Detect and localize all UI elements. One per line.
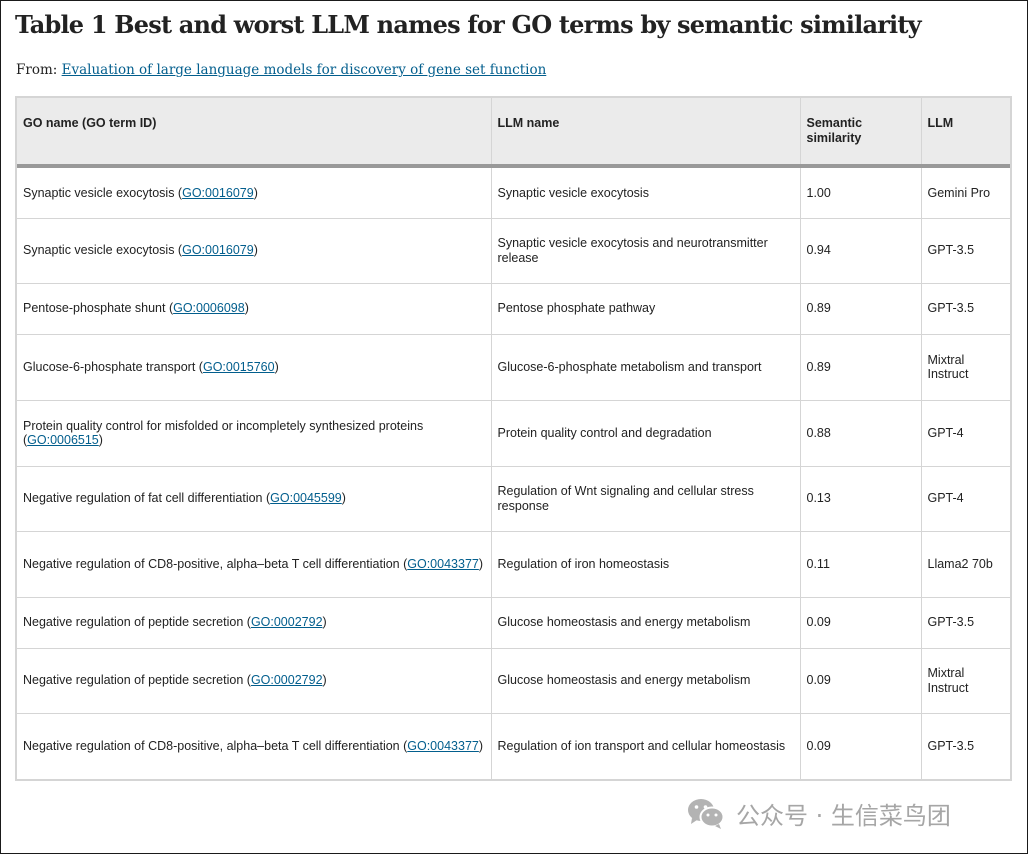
cell-llm-name: Glucose homeostasis and energy metabolis… — [491, 648, 801, 714]
go-term-link[interactable]: GO:0006515 — [27, 433, 99, 447]
go-term-link[interactable]: GO:0015760 — [202, 359, 275, 374]
cell-semantic-similarity: 0.88 — [800, 400, 922, 467]
header-llm: LLM — [921, 98, 1010, 168]
cell-llm-name: Synaptic vesicle exocytosis and neurotra… — [491, 218, 801, 284]
cell-llm: GPT-3.5 — [921, 597, 1010, 649]
table-row: Glucose-6-phosphate transport (GO:001576… — [17, 334, 1010, 401]
cell-llm: Mixtral Instruct — [921, 334, 1010, 401]
table-row: Negative regulation of CD8-positive, alp… — [17, 713, 1010, 779]
table-row: Pentose-phosphate shunt (GO:0006098) Pent… — [17, 283, 1010, 335]
cell-llm: GPT-4 — [921, 466, 1010, 532]
go-term-name: Synaptic vesicle exocytosis — [23, 243, 175, 258]
cell-llm-name: Protein quality control and degradation — [491, 400, 801, 467]
page-title: Table 1 Best and worst LLM names for GO … — [15, 10, 922, 39]
go-term-link[interactable]: GO:0002792 — [250, 673, 323, 688]
go-term-name: Negative regulation of peptide secretion — [23, 615, 244, 630]
cell-go-name: Negative regulation of fat cell differen… — [17, 466, 492, 532]
watermark-text: 公众号 · 生信菜鸟团 — [736, 802, 951, 830]
watermark: 公众号 · 生信菜鸟团 — [686, 796, 951, 831]
cell-semantic-similarity: 0.94 — [800, 218, 922, 284]
source-article-link[interactable]: Evaluation of large language models for … — [61, 62, 547, 78]
go-term-name: Glucose-6-phosphate transport — [23, 359, 196, 374]
cell-llm-name: Regulation of Wnt signaling and cellular… — [491, 466, 801, 532]
header-llm-name: LLM name — [491, 98, 801, 168]
cell-semantic-similarity: 0.13 — [800, 466, 922, 532]
header-similarity-line1: Semantic — [806, 116, 863, 130]
cell-semantic-similarity: 0.09 — [800, 597, 922, 649]
go-term-name: Synaptic vesicle exocytosis — [23, 185, 175, 200]
cell-llm-name: Regulation of ion transport and cellular… — [491, 713, 801, 779]
header-semantic-similarity: Semantic similarity — [800, 98, 922, 168]
cell-go-name: Glucose-6-phosphate transport (GO:001576… — [17, 334, 492, 401]
cell-go-name: Protein quality control for misfolded or… — [17, 400, 492, 467]
cell-go-name: Negative regulation of peptide secretion… — [17, 648, 492, 714]
cell-go-name: Synaptic vesicle exocytosis (GO:0016079) — [17, 166, 492, 219]
cell-llm: Mixtral Instruct — [921, 648, 1010, 714]
cell-llm-name: Synaptic vesicle exocytosis — [491, 166, 801, 219]
go-term-name: Negative regulation of CD8-positive, alp… — [23, 739, 400, 753]
table-row: Negative regulation of fat cell differen… — [17, 466, 1010, 532]
go-term-name: Protein quality control for misfolded or… — [23, 418, 424, 433]
go-term-name: Negative regulation of CD8-positive, alp… — [23, 556, 400, 571]
cell-go-name: Negative regulation of peptide secretion… — [17, 597, 492, 649]
cell-go-name: Synaptic vesicle exocytosis (GO:0016079) — [17, 218, 492, 284]
go-term-link[interactable]: GO:0002792 — [250, 615, 323, 630]
go-term-name: Negative regulation of peptide secretion — [23, 673, 244, 688]
table-row: Negative regulation of CD8-positive, alp… — [17, 531, 1010, 598]
table-header-row: GO name (GO term ID) LLM name Semantic si… — [17, 98, 1010, 168]
source-line: From: Evaluation of large language model… — [16, 62, 546, 78]
table-row: Negative regulation of peptide secretion… — [17, 597, 1010, 649]
cell-semantic-similarity: 0.89 — [800, 283, 922, 335]
cell-llm-name: Glucose homeostasis and energy metabolis… — [491, 597, 801, 649]
cell-llm: Llama2 70b — [921, 531, 1010, 598]
from-label: From: — [16, 62, 58, 78]
table-row: Synaptic vesicle exocytosis (GO:0016079)… — [17, 166, 1010, 219]
cell-semantic-similarity: 0.89 — [800, 334, 922, 401]
cell-llm: GPT-3.5 — [921, 218, 1010, 284]
cell-llm-name: Pentose phosphate pathway — [491, 283, 801, 335]
header-similarity-line2: similarity — [806, 131, 862, 145]
cell-semantic-similarity: 0.09 — [800, 713, 922, 779]
data-table: GO name (GO term ID) LLM name Semantic si… — [17, 98, 1010, 779]
cell-semantic-similarity: 0.09 — [800, 648, 922, 714]
cell-llm-name: Regulation of iron homeostasis — [491, 531, 801, 598]
go-term-link[interactable]: GO:0006098 — [173, 301, 245, 316]
table-row: Synaptic vesicle exocytosis (GO:0016079)… — [17, 218, 1010, 284]
go-term-link[interactable]: GO:0016079 — [182, 243, 254, 258]
go-term-link[interactable]: GO:0016079 — [182, 185, 254, 200]
cell-go-name: Pentose-phosphate shunt (GO:0006098) — [17, 283, 492, 335]
go-term-link[interactable]: GO:0045599 — [270, 491, 342, 506]
table-row: Protein quality control for misfolded or… — [17, 400, 1010, 467]
cell-go-name: Negative regulation of CD8-positive, alp… — [17, 531, 492, 598]
data-table-container: GO name (GO term ID) LLM name Semantic si… — [15, 96, 1012, 781]
cell-semantic-similarity: 0.11 — [800, 531, 922, 598]
cell-semantic-similarity: 1.00 — [800, 166, 922, 219]
go-term-name: Negative regulation of fat cell differen… — [23, 491, 263, 506]
header-go-name: GO name (GO term ID) — [17, 98, 492, 168]
cell-llm: GPT-3.5 — [921, 283, 1010, 335]
cell-llm: Gemini Pro — [921, 166, 1010, 219]
table-row: Negative regulation of peptide secretion… — [17, 648, 1010, 714]
go-term-link[interactable]: GO:0043377 — [407, 739, 479, 753]
cell-llm: GPT-4 — [921, 400, 1010, 467]
wechat-icon — [688, 798, 725, 829]
go-term-link[interactable]: GO:0043377 — [407, 556, 479, 571]
cell-go-name: Negative regulation of CD8-positive, alp… — [17, 713, 492, 779]
table-body: Synaptic vesicle exocytosis (GO:0016079)… — [17, 166, 1010, 779]
go-term-name: Pentose-phosphate shunt — [23, 301, 166, 316]
cell-llm-name: Glucose-6-phosphate metabolism and trans… — [491, 334, 801, 401]
cell-llm: GPT-3.5 — [927, 739, 975, 753]
